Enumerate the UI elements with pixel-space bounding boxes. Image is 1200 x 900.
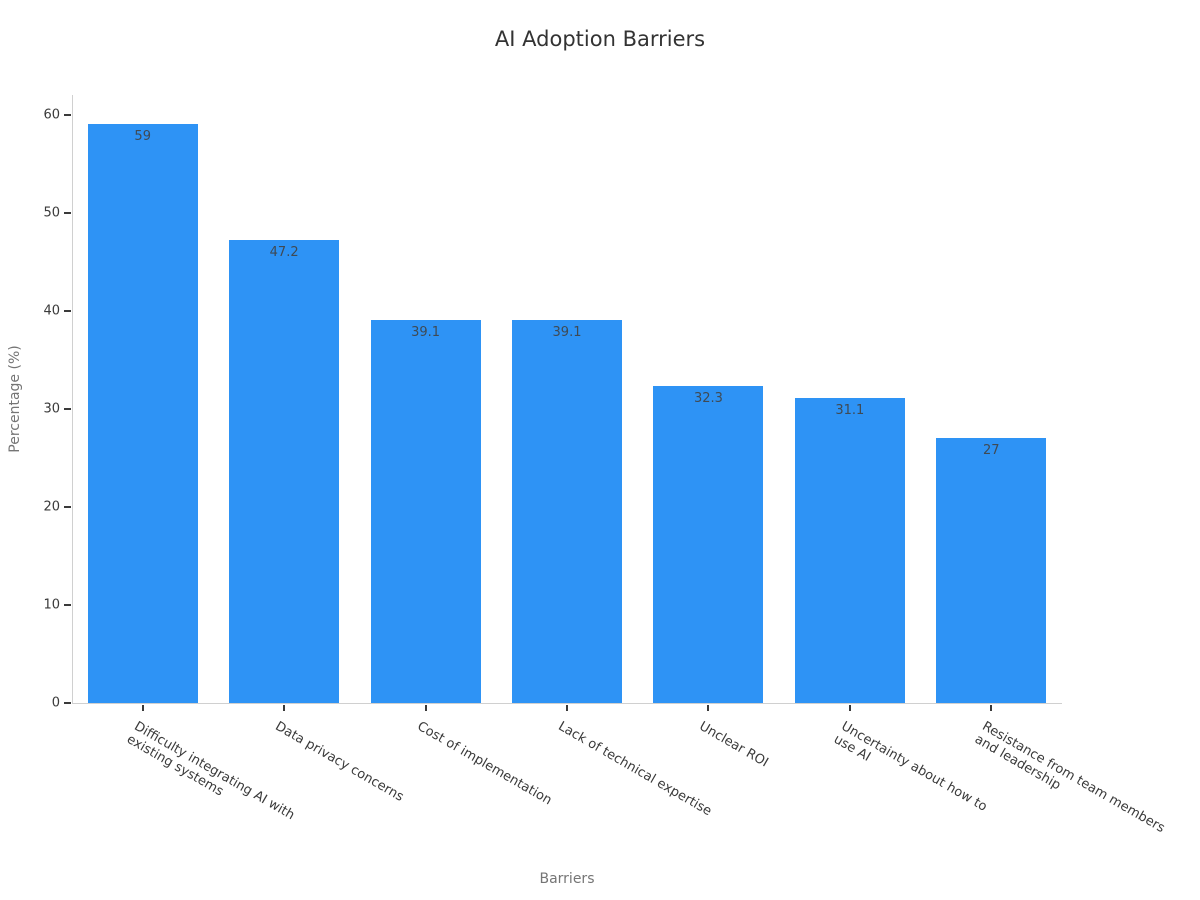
y-axis-title: Percentage (%): [7, 345, 23, 453]
y-tick-mark: [64, 603, 71, 606]
x-tick-label: Resistance from team members and leaders…: [972, 719, 1168, 837]
y-tick-label: 50: [43, 205, 60, 221]
x-tick-mark: [141, 705, 144, 711]
bar-value-label: 32.3: [693, 391, 723, 407]
x-tick-mark: [424, 705, 427, 711]
x-axis-title: Barriers: [539, 871, 595, 887]
bar-value-label: 47.2: [269, 245, 299, 261]
x-tick-mark: [990, 705, 993, 711]
chart-title: AI Adoption Barriers: [494, 27, 706, 51]
y-tick-mark: [64, 309, 71, 312]
y-tick-label: 0: [51, 695, 60, 711]
y-tick-label: 60: [43, 107, 60, 123]
bar: [229, 240, 340, 703]
bar-value-label: 39.1: [552, 324, 582, 340]
bar: [87, 124, 198, 703]
bar: [370, 319, 481, 703]
y-tick-mark: [64, 211, 71, 214]
x-tick-label: Difficulty integrating AI with existing …: [123, 719, 297, 824]
y-tick-mark: [64, 702, 71, 704]
x-tick-label: Unclear ROI: [696, 719, 772, 771]
x-tick-mark: [848, 705, 851, 711]
x-axis-line: [72, 703, 1062, 704]
bar-value-label: 31.1: [835, 403, 865, 419]
bar: [794, 398, 905, 703]
x-tick-label: Lack of technical expertise: [555, 719, 715, 820]
x-tick-mark: [283, 705, 286, 711]
bar-value-label: 27: [983, 443, 1000, 459]
bar: [653, 386, 764, 703]
x-tick-label: Data privacy concerns: [272, 719, 407, 805]
bar-value-label: 39.1: [411, 324, 441, 340]
bar: [936, 438, 1047, 703]
x-tick-label: Cost of implementation: [414, 719, 554, 809]
x-tick-mark: [707, 705, 710, 711]
bar-value-label: 59: [134, 129, 151, 145]
x-tick-mark: [566, 705, 568, 711]
y-tick-label: 40: [43, 303, 60, 319]
y-tick-mark: [64, 113, 71, 116]
y-tick-label: 10: [43, 597, 60, 613]
x-tick-label: Uncertainty about how to use AI: [830, 719, 990, 815]
y-tick-mark: [64, 505, 71, 508]
y-tick-label: 30: [43, 401, 60, 417]
bar: [512, 319, 622, 703]
y-tick-label: 20: [43, 499, 60, 515]
y-tick-mark: [64, 407, 71, 410]
y-axis-line: [72, 95, 73, 703]
